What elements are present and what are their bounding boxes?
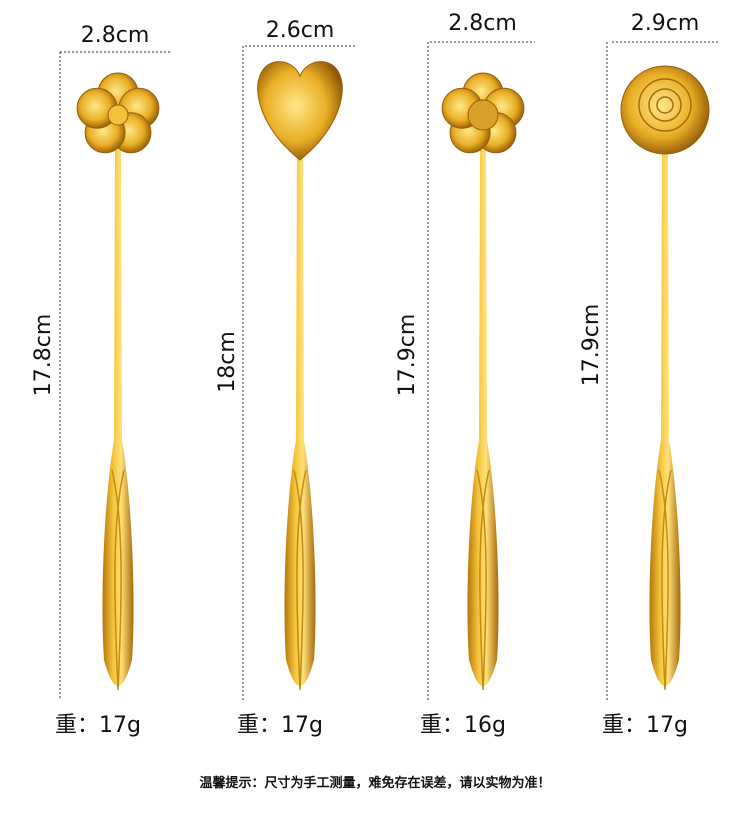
flower-center <box>467 99 499 131</box>
flower-center <box>107 104 129 126</box>
length-label: 18cm <box>215 331 240 393</box>
spoon <box>620 65 710 691</box>
weight-label: 重：16g <box>420 713 506 738</box>
spoon-handle <box>102 150 134 686</box>
spoon <box>76 72 160 691</box>
width-label: 2.9cm <box>631 11 700 36</box>
rose-bowl <box>620 65 710 155</box>
spoon-handle <box>284 150 316 686</box>
note: 温馨提示：尺寸为手工测量，难免存在误差，请以实物为准！ <box>199 775 550 791</box>
handle-detail <box>293 469 307 691</box>
width-label: 2.8cm <box>448 11 517 36</box>
handle-detail <box>111 469 125 691</box>
length-label: 17.9cm <box>395 314 420 397</box>
weight-label: 重：17g <box>55 713 141 738</box>
rose-ring <box>648 88 682 122</box>
handle-detail <box>658 469 672 691</box>
handle-detail <box>476 469 490 691</box>
weight-label: 重：17g <box>602 713 688 738</box>
width-label: 2.8cm <box>81 23 150 48</box>
rose-ring <box>656 96 674 114</box>
spoon-handle <box>467 150 499 686</box>
width-label: 2.6cm <box>266 18 335 43</box>
length-label: 17.8cm <box>31 314 56 397</box>
spoon-handle <box>649 150 681 686</box>
spoon <box>441 72 525 691</box>
rose-ring <box>638 78 692 132</box>
spoon <box>257 61 343 691</box>
weight-label: 重：17g <box>237 713 323 738</box>
heart-bowl <box>257 61 343 161</box>
length-label: 17.9cm <box>579 304 604 387</box>
